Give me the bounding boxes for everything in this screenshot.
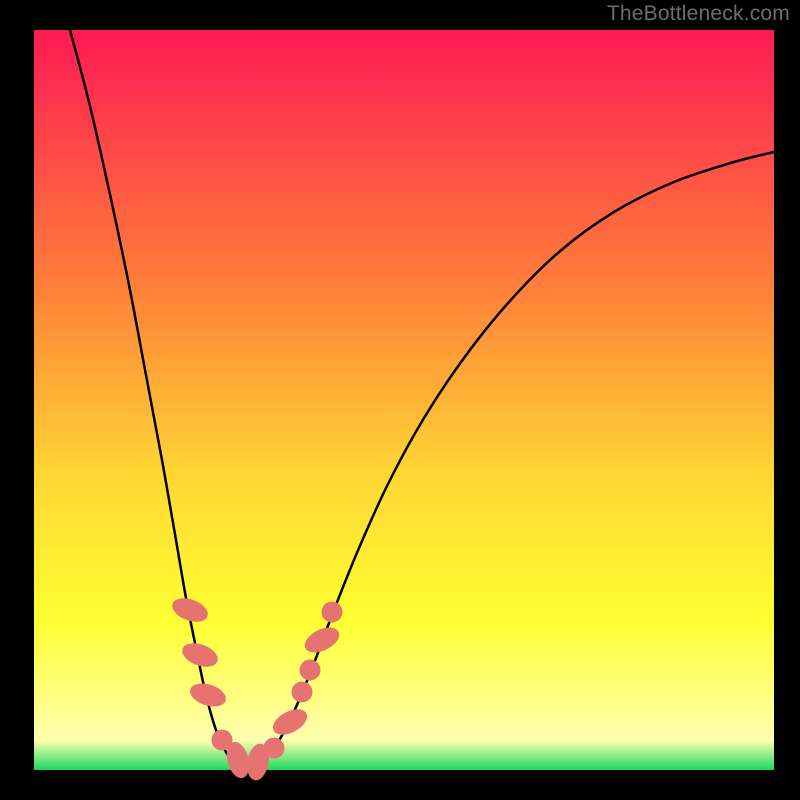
data-marker [322, 602, 342, 622]
bottleneck-curve [70, 30, 774, 766]
data-marker [188, 680, 228, 710]
plot-area [34, 30, 774, 770]
data-marker [300, 660, 320, 680]
data-marker [269, 705, 310, 740]
data-marker [180, 639, 221, 670]
data-marker [292, 682, 312, 702]
chart-svg [34, 30, 774, 770]
watermark-text: TheBottleneck.com [607, 2, 790, 26]
data-marker [301, 623, 342, 657]
figure-canvas: TheBottleneck.com [0, 0, 800, 800]
data-marker [264, 738, 284, 758]
data-marker [170, 594, 211, 625]
